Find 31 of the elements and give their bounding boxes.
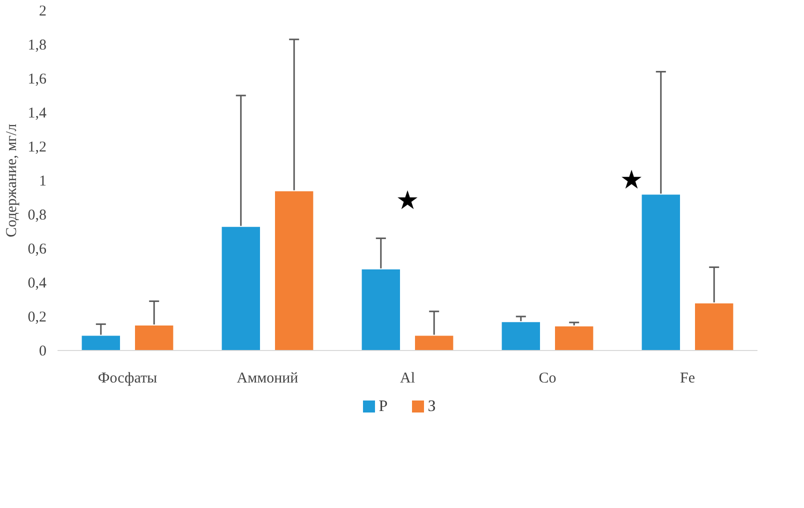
legend-label: Р bbox=[378, 398, 388, 415]
bar bbox=[360, 268, 401, 350]
bar bbox=[134, 324, 174, 350]
y-tick-label: 2 bbox=[39, 4, 46, 20]
bar bbox=[274, 190, 314, 350]
y-tick-label: 0,6 bbox=[28, 242, 47, 258]
y-tick-label: 1,6 bbox=[28, 72, 47, 88]
y-tick-label: 0,8 bbox=[28, 208, 46, 224]
y-tick-label: 1,2 bbox=[28, 140, 46, 156]
y-tick-label: 0 bbox=[39, 344, 46, 360]
annotation: ★ bbox=[396, 186, 420, 216]
bar bbox=[694, 302, 734, 350]
bar bbox=[220, 226, 261, 350]
y-tick-label: 1,8 bbox=[28, 38, 46, 54]
bar bbox=[500, 321, 541, 350]
legend-label: З bbox=[428, 398, 436, 415]
y-tick-label: 0,4 bbox=[28, 276, 47, 292]
y-tick-label: 1,4 bbox=[28, 106, 47, 122]
annotation: ★ bbox=[620, 166, 644, 196]
bar bbox=[80, 334, 121, 350]
x-tick-label: Al bbox=[400, 370, 415, 386]
y-tick-label: 1 bbox=[39, 174, 46, 190]
bar bbox=[554, 325, 594, 350]
y-axis-title: Содержание, мг/л bbox=[4, 123, 20, 238]
bar bbox=[414, 334, 454, 350]
x-tick-label: Аммоний bbox=[236, 370, 298, 386]
y-tick-label: 0,2 bbox=[28, 310, 46, 326]
bar bbox=[640, 194, 681, 350]
x-tick-label: Фосфаты bbox=[98, 370, 158, 386]
x-tick-label: Fe bbox=[680, 370, 696, 386]
x-tick-label: Co bbox=[538, 370, 556, 386]
